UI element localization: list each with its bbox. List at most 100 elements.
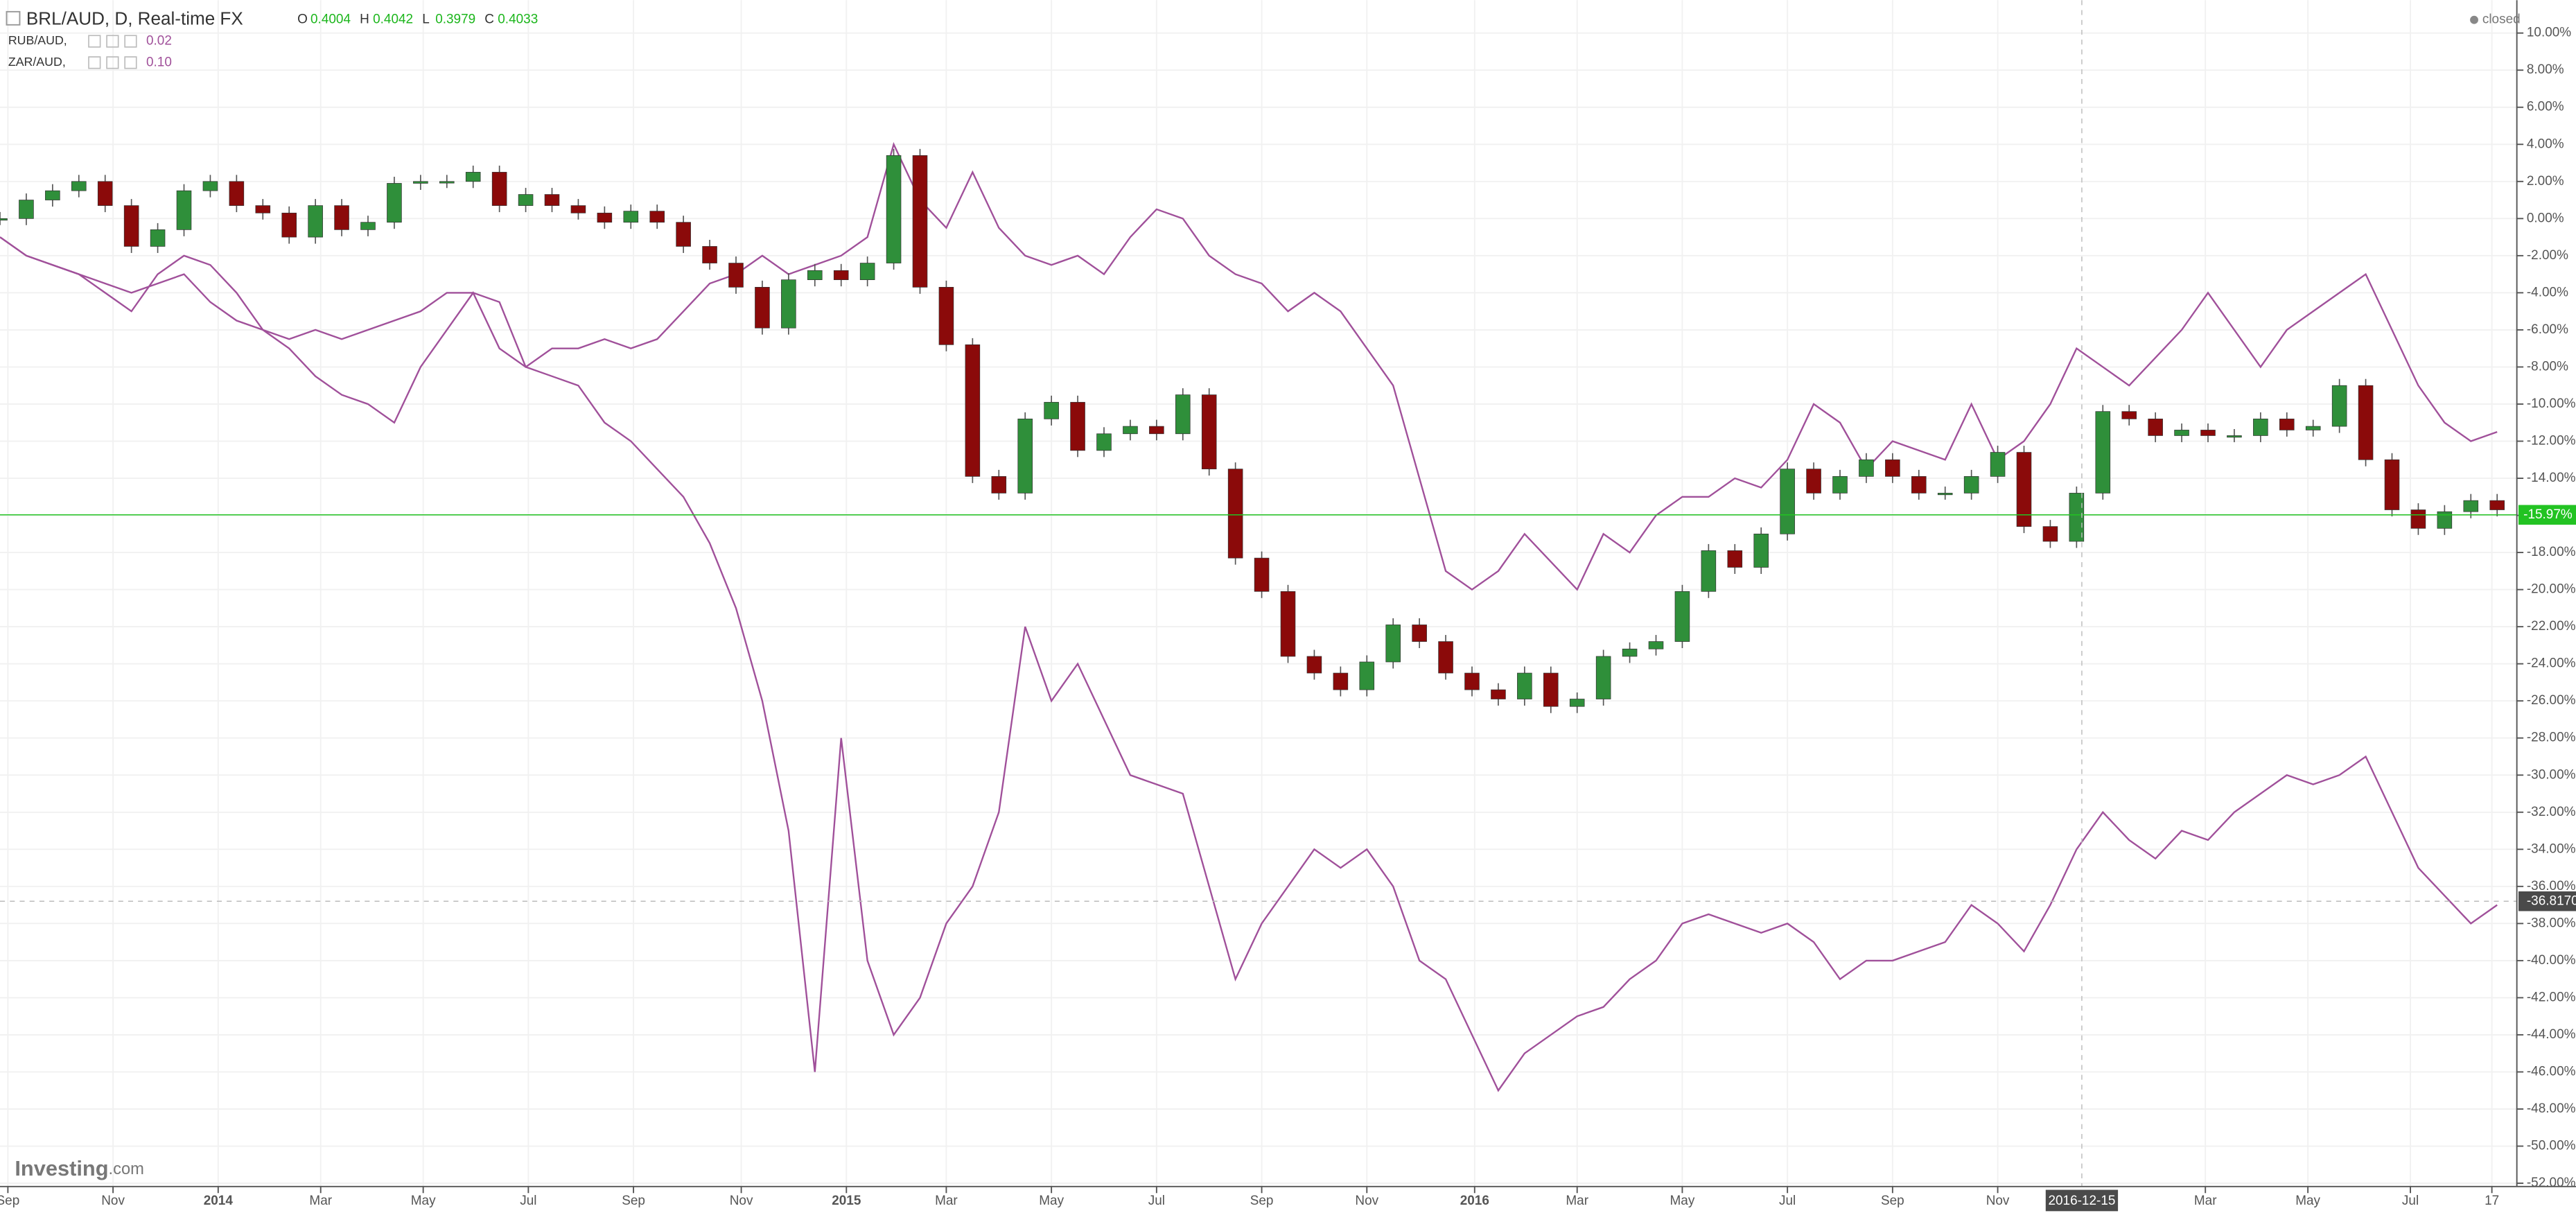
candle xyxy=(1149,426,1164,435)
y-tick-label: -22.00% xyxy=(2527,619,2576,634)
legend-name[interactable]: ZAR/AUD, xyxy=(8,55,66,69)
legend-button[interactable] xyxy=(88,56,101,69)
y-tick-label: -28.00% xyxy=(2527,731,2576,745)
y-tick-label: -38.00% xyxy=(2527,916,2576,930)
candle xyxy=(1569,699,1585,707)
x-tick-label: May xyxy=(411,1194,436,1208)
legend-button[interactable] xyxy=(124,56,137,69)
x-tick-label: Sep xyxy=(0,1194,19,1208)
y-tick-label: -40.00% xyxy=(2527,953,2576,968)
candle xyxy=(1753,533,1769,568)
y-tick-label: -34.00% xyxy=(2527,841,2576,856)
candle xyxy=(2042,526,2058,542)
last-price-label: -15.97% xyxy=(2523,507,2573,522)
candle xyxy=(1359,661,1375,690)
y-tick-label: -42.00% xyxy=(2527,990,2576,1004)
candle xyxy=(1937,493,1953,496)
candle xyxy=(1990,452,2006,477)
candle xyxy=(1280,591,1296,657)
x-tick-label: 2014 xyxy=(204,1194,234,1208)
candle xyxy=(518,194,534,206)
candle xyxy=(2305,426,2321,430)
logo-name: Investing xyxy=(15,1156,108,1180)
legend-name[interactable]: RUB/AUD, xyxy=(8,33,67,47)
candle xyxy=(387,183,402,223)
y-tick-label: -10.00% xyxy=(2527,396,2576,411)
candle xyxy=(71,181,87,191)
ohlc-value: 0.4033 xyxy=(498,12,538,27)
candle xyxy=(1070,401,1085,451)
candle xyxy=(281,212,297,238)
collapse-icon[interactable] xyxy=(6,10,21,26)
candle xyxy=(229,181,245,206)
y-tick-label: -2.00% xyxy=(2527,248,2568,263)
legend: RUB/AUD, 0.02 ZAR/AUD, 0.10 xyxy=(8,33,172,69)
y-tick-label: -12.00% xyxy=(2527,434,2576,448)
candle xyxy=(334,205,349,230)
candle xyxy=(570,205,586,213)
x-tick-label: May xyxy=(1670,1194,1695,1208)
candle xyxy=(360,222,376,230)
x-tick-label: Mar xyxy=(309,1194,332,1208)
candle xyxy=(1438,641,1453,674)
legend-button[interactable] xyxy=(106,35,119,48)
candle xyxy=(2253,419,2268,436)
candle xyxy=(1780,469,1795,534)
candle xyxy=(97,181,113,206)
candle xyxy=(2095,411,2111,494)
candle xyxy=(465,172,481,182)
legend-last: 0.02 xyxy=(146,34,172,49)
ohlc-key: O xyxy=(297,12,308,27)
candle xyxy=(2489,500,2505,510)
x-tick-label: Nov xyxy=(101,1194,125,1208)
y-tick-label: -8.00% xyxy=(2527,359,2568,374)
last-price-badge xyxy=(2518,505,2576,525)
candle xyxy=(965,344,981,477)
y-tick-label: 0.00% xyxy=(2527,211,2564,225)
legend-button[interactable] xyxy=(106,56,119,69)
candle xyxy=(2148,419,2163,436)
candle xyxy=(1674,591,1690,642)
crosshair-x-label: 2016-12-15 xyxy=(2048,1194,2115,1208)
legend-button[interactable] xyxy=(124,35,137,48)
candle xyxy=(859,263,875,281)
candle xyxy=(1622,648,1638,657)
candle xyxy=(702,246,717,263)
logo[interactable]: Investing.com xyxy=(15,1156,144,1180)
y-tick-label: -36.00% xyxy=(2527,879,2576,893)
candle xyxy=(2121,411,2137,419)
candle xyxy=(439,181,455,184)
x-tick-label: 2016 xyxy=(1460,1194,1489,1208)
x-tick-label: Mar xyxy=(2194,1194,2217,1208)
x-tick-label: Nov xyxy=(1986,1194,2010,1208)
candle xyxy=(991,475,1007,494)
candle xyxy=(2410,509,2426,529)
ohlc-value: 0.4004 xyxy=(310,12,351,27)
y-tick-label: 4.00% xyxy=(2527,137,2564,151)
candle xyxy=(176,190,192,230)
grid xyxy=(0,0,2517,1187)
candle xyxy=(938,286,954,345)
candle xyxy=(1911,475,1927,494)
candle xyxy=(1464,672,1480,690)
x-tick-label: 17 xyxy=(2485,1194,2499,1208)
x-tick-label: May xyxy=(2295,1194,2320,1208)
candle xyxy=(1517,672,1532,699)
legend-button[interactable] xyxy=(88,35,101,48)
x-tick-label: Sep xyxy=(1250,1194,1274,1208)
candle xyxy=(649,211,665,223)
candle xyxy=(781,279,796,329)
labels: 10.00% 8.00% 6.00% 4.00% 2.00% 0.00% -2.00% -4.… xyxy=(0,26,2576,1212)
x-tick-label: Mar xyxy=(1566,1194,1588,1208)
y-tick-label: -48.00% xyxy=(2527,1101,2576,1116)
y-tick-label: -50.00% xyxy=(2527,1139,2576,1153)
candle xyxy=(123,205,139,247)
ohlc-key: L xyxy=(422,12,430,27)
x-tick-label: Nov xyxy=(1355,1194,1378,1208)
marks xyxy=(0,0,2517,1187)
candle xyxy=(2227,435,2242,438)
candle xyxy=(19,200,34,219)
y-tick-label: 10.00% xyxy=(2527,26,2571,40)
series-line xyxy=(0,236,2498,1092)
